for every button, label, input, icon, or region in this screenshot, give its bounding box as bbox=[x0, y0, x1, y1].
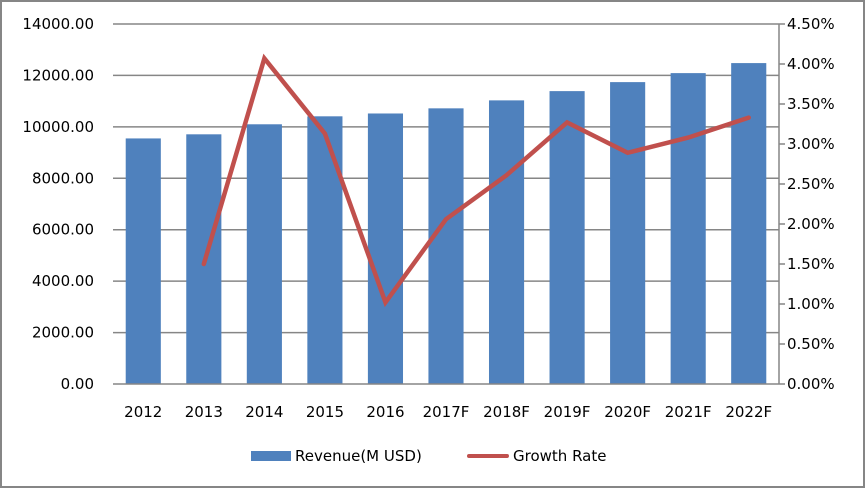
bar-2015 bbox=[307, 116, 343, 385]
legend-label-growth: Growth Rate bbox=[513, 447, 607, 465]
bar-2014 bbox=[246, 124, 282, 385]
right-tick-label: 4.00% bbox=[787, 55, 835, 73]
bar-2022F bbox=[731, 63, 767, 384]
right-axis-ticks: 0.00% 0.50% 1.00% 1.50% 2.00% 2.50% 3.00% 3.50%… bbox=[779, 15, 835, 393]
line-series bbox=[201, 53, 751, 308]
left-tick-label: 6000.00 bbox=[32, 221, 94, 239]
bar-2012 bbox=[125, 138, 161, 384]
left-tick-label: 2000.00 bbox=[32, 324, 94, 342]
bar-series bbox=[125, 63, 767, 385]
left-tick-label: 4000.00 bbox=[32, 272, 94, 290]
bar-2021F bbox=[670, 73, 706, 384]
bar-2020F bbox=[610, 82, 646, 384]
x-tick-label: 2016 bbox=[366, 403, 404, 421]
legend-line-swatch bbox=[467, 454, 509, 458]
right-tick-label: 4.50% bbox=[787, 15, 835, 33]
left-tick-label: 8000.00 bbox=[32, 169, 94, 187]
right-tick-label: 1.00% bbox=[787, 295, 835, 313]
axes bbox=[113, 24, 780, 385]
x-tick-label: 2019F bbox=[544, 403, 591, 421]
legend-item-growth[interactable]: Growth Rate bbox=[467, 444, 606, 468]
growth-rate-line bbox=[201, 53, 751, 308]
left-tick-label: 14000.00 bbox=[22, 15, 94, 33]
x-tick-label: 2014 bbox=[245, 403, 283, 421]
bar-2017F bbox=[428, 108, 464, 384]
left-tick-label: 0.00 bbox=[61, 375, 94, 393]
right-tick-label: 0.50% bbox=[787, 335, 835, 353]
right-tick-label: 1.50% bbox=[787, 255, 835, 273]
x-tick-label: 2013 bbox=[185, 403, 223, 421]
x-tick-label: 2015 bbox=[306, 403, 344, 421]
legend: Revenue(M USD) Growth Rate bbox=[0, 444, 865, 468]
x-tick-label: 2017F bbox=[423, 403, 470, 421]
bar-2018F bbox=[488, 100, 525, 384]
legend-label-revenue: Revenue(M USD) bbox=[295, 447, 422, 465]
x-tick-label: 2021F bbox=[665, 403, 712, 421]
x-axis-labels: 2012 2013 2014 2015 2016 2017F 2018F 2019F 2020F… bbox=[124, 403, 772, 421]
left-axis-ticks: 0.00 2000.00 4000.00 6000.00 8000.00 10000.00… bbox=[22, 15, 94, 393]
legend-bar-swatch bbox=[251, 451, 291, 461]
right-tick-label: 0.00% bbox=[787, 375, 835, 393]
x-tick-label: 2022F bbox=[725, 403, 772, 421]
right-tick-label: 3.00% bbox=[787, 135, 835, 153]
right-tick-label: 2.50% bbox=[787, 175, 835, 193]
left-tick-label: 10000.00 bbox=[22, 118, 94, 136]
legend-item-revenue[interactable]: Revenue(M USD) bbox=[251, 444, 422, 468]
x-tick-label: 2012 bbox=[124, 403, 162, 421]
right-tick-label: 2.00% bbox=[787, 215, 835, 233]
x-tick-label: 2018F bbox=[483, 403, 530, 421]
left-tick-label: 12000.00 bbox=[22, 66, 94, 84]
bar-2016 bbox=[367, 113, 404, 384]
x-tick-label: 2020F bbox=[604, 403, 651, 421]
bar-2019F bbox=[549, 91, 585, 384]
right-tick-label: 3.50% bbox=[787, 95, 835, 113]
